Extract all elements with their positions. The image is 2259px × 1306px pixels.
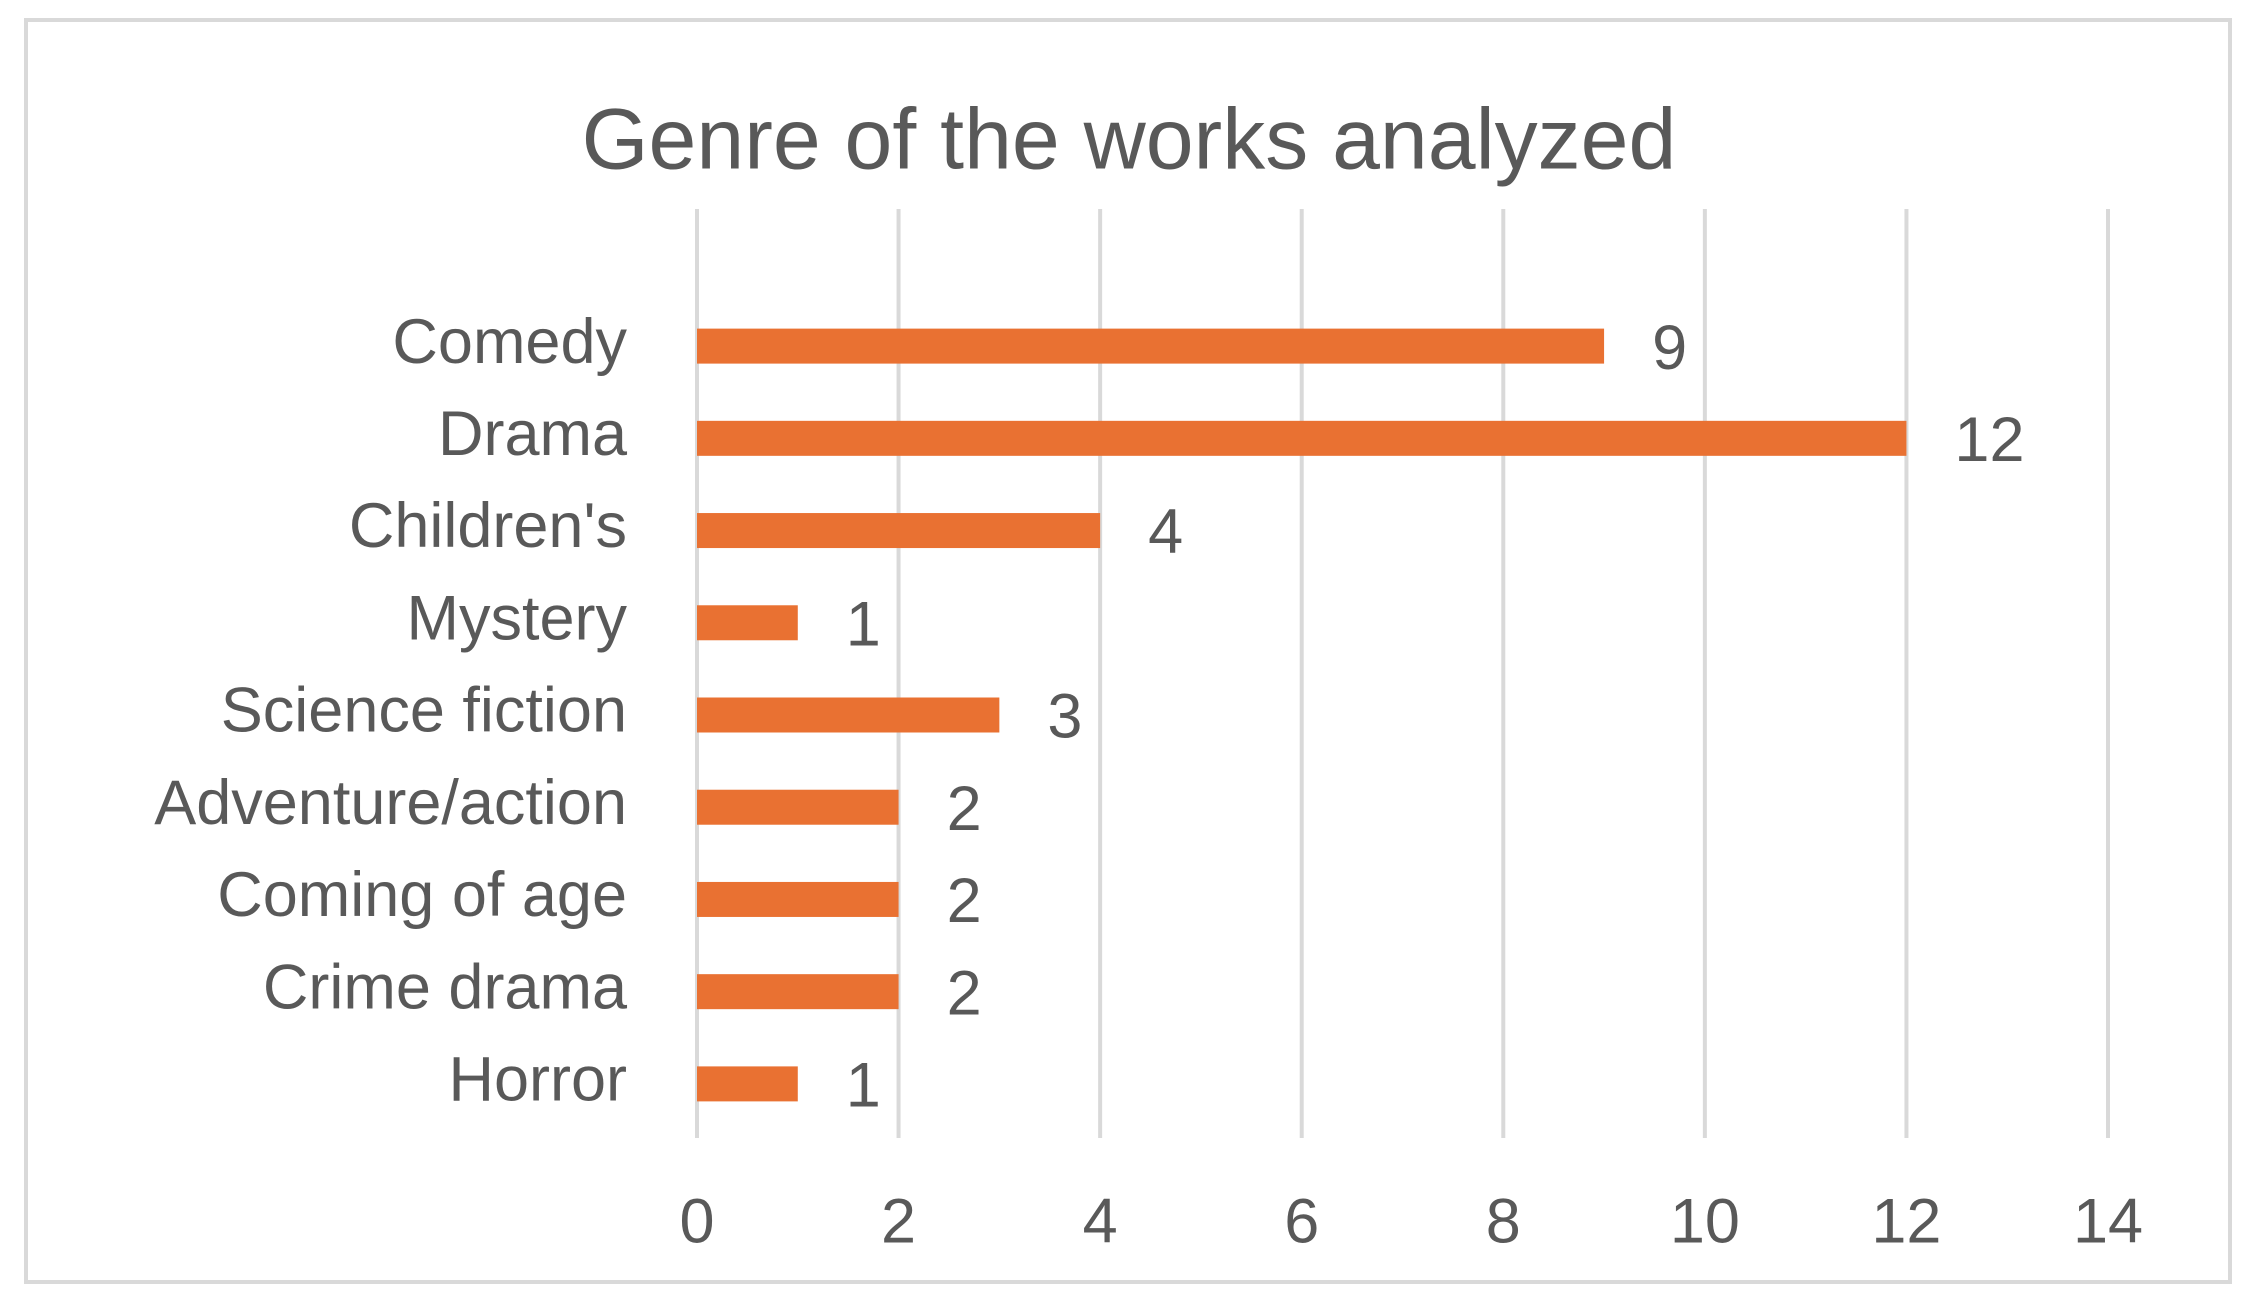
chart-title: Genre of the works analyzed [582, 92, 1677, 188]
y-tick-label: Comedy [392, 307, 627, 377]
x-tick-label: 4 [1083, 1187, 1118, 1257]
x-tick-label: 0 [679, 1187, 714, 1257]
data-label: 4 [1148, 497, 1183, 567]
x-tick-label: 14 [2073, 1187, 2143, 1257]
data-label: 1 [846, 1051, 881, 1121]
data-label: 2 [947, 866, 982, 936]
y-tick-label: Children's [349, 491, 627, 561]
bar [697, 513, 1101, 549]
bar [697, 328, 1605, 364]
data-label: 12 [1954, 405, 2024, 475]
x-tick-label: 12 [1871, 1187, 1941, 1257]
data-label: 1 [846, 589, 881, 659]
bar [697, 605, 798, 641]
y-tick-label: Horror [448, 1045, 627, 1115]
data-label: 3 [1047, 682, 1082, 752]
bar [697, 789, 899, 825]
y-tick-label: Coming of age [217, 860, 627, 930]
data-label: 2 [947, 774, 982, 844]
y-tick-label: Crime drama [263, 952, 628, 1022]
chart-border [24, 18, 2232, 1284]
x-tick-label: 2 [881, 1187, 916, 1257]
x-tick-label: 8 [1486, 1187, 1521, 1257]
bar [697, 697, 1000, 733]
x-tick-label: 6 [1284, 1187, 1319, 1257]
bar [697, 420, 1907, 456]
y-tick-label: Adventure/action [154, 768, 627, 838]
y-tick-label: Drama [438, 399, 628, 469]
bar [697, 1066, 798, 1102]
data-label: 2 [947, 958, 982, 1028]
x-tick-label: 10 [1670, 1187, 1740, 1257]
bar [697, 881, 899, 917]
data-label: 9 [1652, 313, 1687, 383]
y-tick-label: Science fiction [221, 676, 627, 746]
bar [697, 974, 899, 1010]
y-tick-label: Mystery [407, 583, 628, 653]
